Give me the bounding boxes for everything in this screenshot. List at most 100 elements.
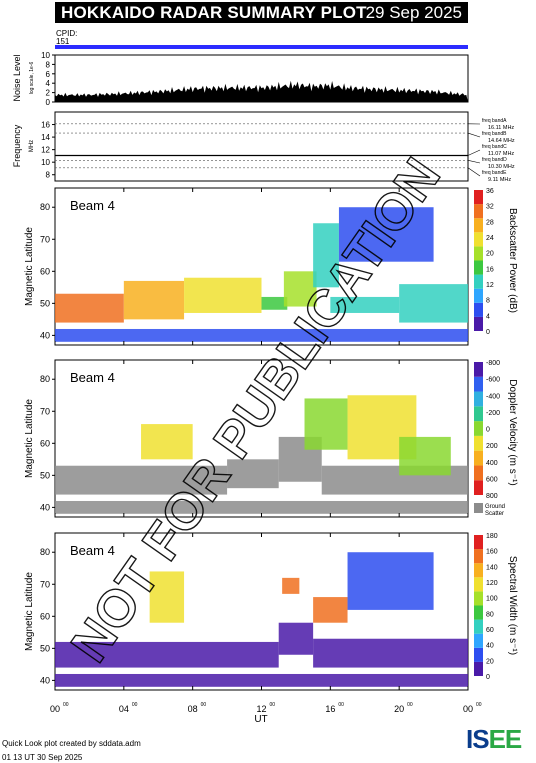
xtick-sup: 00: [270, 702, 276, 708]
cpid-bar: [55, 45, 468, 49]
colorbar-swatch: [474, 288, 483, 303]
colorbar-swatch: [474, 577, 483, 592]
heatmap-ytick-label: 70: [40, 579, 50, 589]
ground-scatter-swatch: [474, 503, 483, 513]
heatmap-ytick-label: 60: [40, 438, 50, 448]
colorbar-swatch: [474, 480, 483, 495]
colorbar-tick-label: 160: [486, 549, 498, 556]
colorbar-swatch: [474, 605, 483, 620]
colorbar-tick-label: 800: [486, 493, 498, 500]
beam-label: Beam 4: [70, 198, 115, 213]
xtick-label: 04: [119, 704, 129, 714]
colorbar-swatch: [474, 232, 483, 247]
colorbar-swatch: [474, 435, 483, 451]
colorbar-swatch: [474, 619, 483, 634]
colorbar-tick-label: 120: [486, 580, 498, 587]
colorbar-swatch: [474, 450, 483, 466]
heatmap-echo: [141, 424, 193, 460]
colorbar-tick-label: -600: [486, 377, 500, 384]
colorbar-tick-label: 8: [486, 298, 490, 305]
colorbar-tick-label: 400: [486, 460, 498, 467]
colorbar-tick-label: 60: [486, 627, 494, 634]
heatmap-echo: [227, 459, 279, 489]
freq-band-value: 11.07 MHz: [488, 151, 514, 157]
colorbar-tick-label: 100: [486, 596, 498, 603]
heatmap-ytick-label: 50: [40, 470, 50, 480]
x-axis-label: UT: [254, 714, 267, 725]
colorbar-tick-label: 28: [486, 219, 494, 226]
colorbar-swatch: [474, 246, 483, 261]
freq-band-name: freq bandC: [482, 144, 507, 150]
heatmap-echo: [55, 641, 279, 668]
footer-credit: Quick Look plot created by sddata.adm: [2, 739, 141, 748]
freq-band-name: freq bandA: [482, 118, 507, 124]
heatmap-ytick-label: 70: [40, 406, 50, 416]
heatmap-echo: [55, 500, 468, 514]
noise-ylabel: Noise Level: [12, 54, 22, 101]
freq-band-value: 16.11 MHz: [488, 125, 514, 131]
isee-logo: ISEE: [466, 724, 522, 754]
colorbar-label: Backscatter Power (dB): [507, 208, 518, 313]
plot-header: HOKKAIDO RADAR SUMMARY PLOT 29 Sep 2025: [55, 2, 468, 23]
colorbar-swatch: [474, 190, 483, 205]
heatmap-echo: [55, 293, 124, 323]
noise-ytick-label: 8: [46, 60, 51, 69]
colorbar-tick-label: 36: [486, 188, 494, 195]
colorbar-tick-label: 140: [486, 564, 498, 571]
freq-yunit: MHz: [29, 140, 35, 152]
freq-frame: [54, 111, 469, 182]
heatmap-echo: [338, 207, 434, 262]
heatmap-echo: [55, 465, 228, 495]
ground-scatter-label: Scatter: [485, 511, 504, 517]
heatmap-echo: [304, 398, 348, 450]
cpid-value: 151: [56, 37, 70, 46]
heatmap-ytick-label: 60: [40, 266, 50, 276]
heatmap-echo: [261, 296, 288, 310]
noise-ytick-label: 0: [46, 98, 51, 107]
beam-label: Beam 4: [70, 370, 115, 385]
colorbar-swatch: [474, 549, 483, 564]
heatmap-ytick-label: 50: [40, 643, 50, 653]
heatmap-ytick-label: 80: [40, 374, 50, 384]
colorbar-tick-label: -800: [486, 360, 500, 367]
heatmap-echo: [123, 280, 185, 320]
heatmap-echo: [330, 296, 400, 313]
freq-band-name: freq bandE: [482, 170, 507, 176]
colorbar-swatch: [474, 391, 483, 407]
freq-band-value: 14.64 MHz: [488, 138, 515, 144]
heatmap-ytick-label: 80: [40, 547, 50, 557]
xtick-sup: 00: [407, 702, 413, 708]
heatmap-ylabel: Magnetic Latitude: [24, 399, 35, 478]
beam-label: Beam 4: [70, 543, 115, 558]
freq-ytick-label: 12: [41, 146, 50, 155]
colorbar-swatch: [474, 316, 483, 331]
freq-band-leader: [467, 132, 481, 138]
heatmap-ytick-label: 40: [40, 330, 50, 340]
freq-band-leader: [467, 160, 481, 164]
noise-ylabel-sub: log scale, 1e-6: [29, 62, 35, 95]
xtick-label: 20: [394, 704, 404, 714]
noise-ytick-label: 2: [46, 89, 51, 98]
heatmap-ylabel: Magnetic Latitude: [24, 572, 35, 651]
heatmap-echo: [55, 328, 468, 342]
colorbar-swatch: [474, 302, 483, 317]
plot-title: HOKKAIDO RADAR SUMMARY PLOT: [61, 3, 367, 22]
colorbar-tick-label: 20: [486, 251, 494, 258]
xtick-sup: 00: [476, 702, 482, 708]
colorbar-tick-label: 200: [486, 443, 498, 450]
heatmap-ylabel: Magnetic Latitude: [24, 227, 35, 306]
heatmap-echo: [149, 571, 185, 623]
colorbar-tick-label: 12: [486, 282, 494, 289]
xtick-sup: 00: [63, 702, 69, 708]
freq-ytick-label: 8: [46, 171, 51, 180]
freq-ytick-label: 10: [41, 158, 50, 167]
colorbar-tick-label: 24: [486, 235, 494, 242]
colorbar-tick-label: 180: [486, 533, 498, 540]
heatmap-echo: [313, 597, 348, 623]
freq-band-value: 10.30 MHz: [488, 164, 515, 170]
xtick-label: 16: [325, 704, 335, 714]
colorbar-swatch: [474, 465, 483, 481]
xtick-sup: 00: [338, 702, 344, 708]
noise-ytick-label: 6: [46, 70, 51, 79]
colorbar-tick-label: 0: [486, 329, 490, 336]
